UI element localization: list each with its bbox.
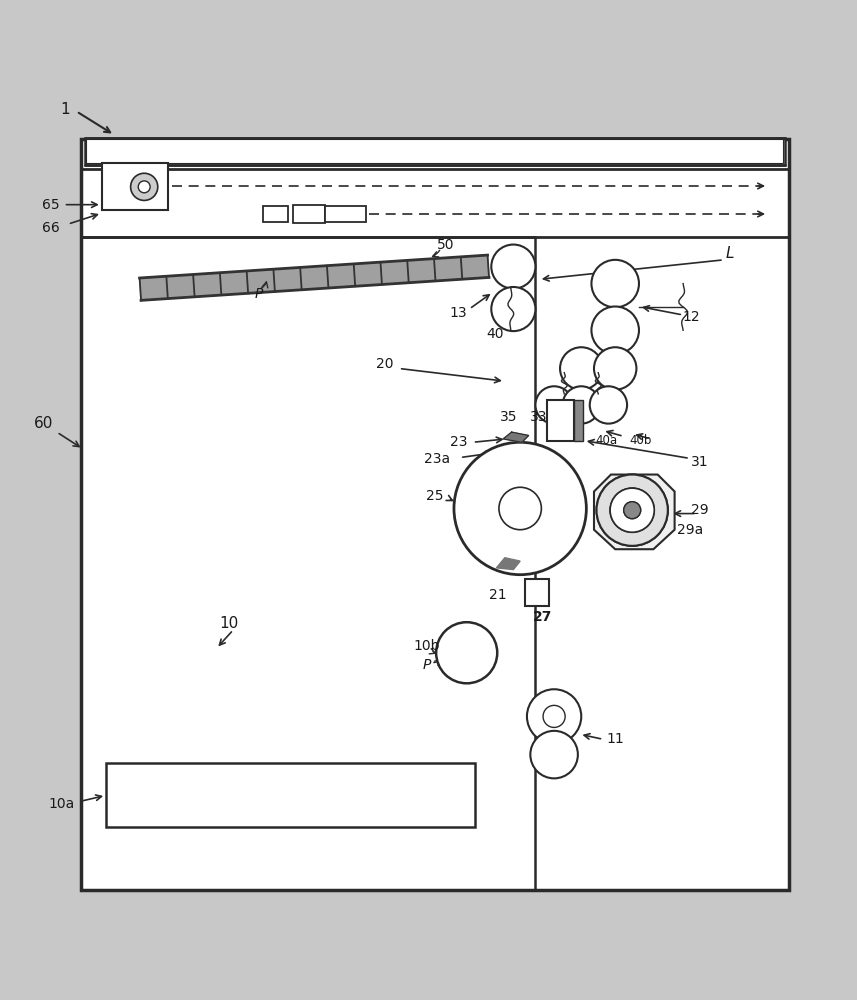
Circle shape — [536, 386, 572, 424]
Text: 31: 31 — [692, 455, 709, 469]
Bar — [293, 205, 325, 223]
Text: 10a: 10a — [49, 797, 75, 811]
Bar — [102, 163, 168, 210]
Bar — [525, 579, 549, 606]
Bar — [87, 139, 783, 163]
Circle shape — [610, 488, 654, 532]
Text: P: P — [255, 287, 263, 301]
Circle shape — [610, 488, 654, 532]
Bar — [325, 206, 366, 222]
Text: 10: 10 — [219, 616, 239, 631]
Circle shape — [590, 386, 627, 424]
Text: 1: 1 — [61, 102, 70, 117]
Text: 60: 60 — [34, 416, 54, 431]
Text: 21: 21 — [489, 588, 506, 602]
Circle shape — [491, 245, 536, 289]
Circle shape — [130, 173, 158, 200]
Circle shape — [562, 386, 600, 424]
Text: 50: 50 — [437, 238, 454, 252]
Circle shape — [591, 307, 639, 354]
Circle shape — [596, 475, 668, 546]
Bar — [263, 206, 289, 222]
Circle shape — [530, 731, 578, 778]
Text: 40b: 40b — [630, 434, 652, 447]
Bar — [81, 139, 789, 890]
Text: 40: 40 — [486, 327, 503, 341]
Bar — [106, 763, 475, 827]
Circle shape — [454, 442, 586, 575]
Text: 23a: 23a — [424, 452, 450, 466]
Text: 29a: 29a — [677, 523, 703, 537]
Text: 29: 29 — [692, 503, 709, 517]
Text: 27: 27 — [532, 610, 552, 624]
Text: 13: 13 — [449, 306, 467, 320]
Circle shape — [436, 622, 497, 683]
Text: 33: 33 — [530, 410, 548, 424]
Circle shape — [560, 347, 602, 390]
Text: 40a: 40a — [596, 434, 618, 447]
Text: 11: 11 — [607, 732, 624, 746]
Text: 66: 66 — [42, 221, 60, 235]
Circle shape — [543, 705, 565, 727]
Circle shape — [491, 287, 536, 331]
Text: 10b: 10b — [414, 639, 440, 653]
Text: 65: 65 — [42, 198, 60, 212]
Text: 23: 23 — [450, 435, 468, 449]
Bar — [85, 138, 785, 165]
Text: 25: 25 — [426, 489, 443, 503]
Bar — [548, 400, 574, 441]
Text: 35: 35 — [500, 410, 518, 424]
Circle shape — [499, 487, 542, 530]
Circle shape — [591, 260, 639, 307]
Text: P: P — [423, 658, 431, 672]
Polygon shape — [594, 475, 674, 549]
Polygon shape — [496, 558, 520, 570]
Circle shape — [138, 181, 150, 193]
Polygon shape — [503, 432, 529, 442]
Text: 12: 12 — [683, 310, 700, 324]
Bar — [574, 400, 583, 441]
Text: L: L — [726, 246, 734, 261]
Circle shape — [594, 347, 637, 390]
Text: 20: 20 — [375, 357, 393, 371]
Polygon shape — [140, 255, 489, 300]
Circle shape — [624, 502, 641, 519]
Circle shape — [527, 689, 581, 744]
Circle shape — [596, 475, 668, 546]
Circle shape — [624, 502, 641, 519]
